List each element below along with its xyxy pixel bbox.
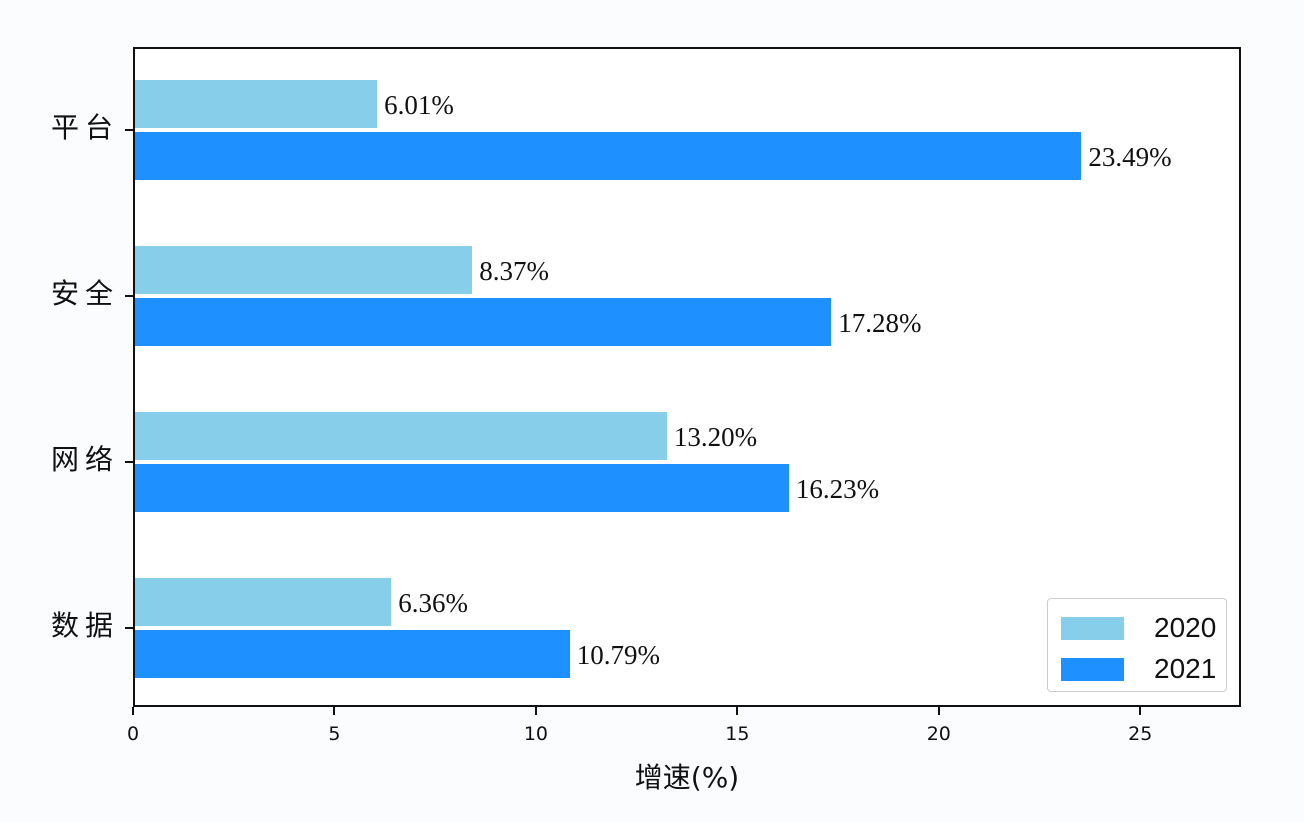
x-tick	[534, 707, 537, 715]
bar-2021-3	[135, 630, 570, 678]
x-tick	[333, 707, 336, 715]
x-tick-label: 15	[725, 723, 750, 745]
legend: 2020 2021	[1047, 598, 1227, 692]
bar-value-label: 17.28%	[838, 308, 922, 338]
y-tick	[125, 461, 133, 463]
bar-value-label: 6.01%	[384, 90, 454, 120]
bar-2021-0	[135, 132, 1082, 180]
y-tick	[125, 627, 133, 629]
y-category-label: 平台	[50, 111, 119, 144]
x-tick-label: 5	[328, 723, 341, 745]
bar-value-label: 16.23%	[795, 474, 880, 504]
x-tick	[132, 707, 134, 715]
y-category-label: 安全	[50, 277, 119, 310]
bar-2020-0	[135, 80, 378, 128]
bar-2020-2	[135, 412, 667, 460]
bar-value-label: 10.79%	[576, 640, 660, 670]
legend-swatch-2021	[1061, 657, 1124, 681]
bar-2021-2	[135, 464, 789, 512]
x-tick	[937, 707, 940, 715]
legend-item-2020: 2020	[1061, 612, 1216, 644]
legend-label: 2021	[1154, 653, 1217, 684]
y-category-label: 数据	[50, 609, 119, 642]
y-tick	[125, 129, 133, 131]
bar-value-label: 8.37%	[479, 256, 549, 286]
bar-2020-1	[135, 246, 473, 294]
legend-swatch-2020	[1061, 616, 1124, 640]
bar-value-label: 6.36%	[398, 588, 468, 618]
x-tick-label: 0	[126, 723, 140, 745]
plot-area	[133, 47, 1241, 707]
bar-2020-3	[135, 578, 392, 626]
y-tick	[125, 295, 133, 297]
legend-item-2021: 2021	[1061, 653, 1216, 685]
x-tick	[1139, 707, 1142, 715]
x-tick	[736, 707, 739, 715]
legend-label: 2020	[1154, 612, 1217, 643]
bar-value-label: 23.49%	[1088, 142, 1172, 172]
bar-2021-1	[135, 298, 832, 346]
x-tick-label: 10	[523, 723, 548, 745]
x-tick-label: 25	[1128, 723, 1153, 745]
y-category-label: 网络	[50, 443, 119, 476]
x-tick-label: 20	[926, 723, 951, 745]
bar-value-label: 13.20%	[673, 422, 758, 452]
x-axis-label: 增速(%)	[634, 761, 740, 794]
